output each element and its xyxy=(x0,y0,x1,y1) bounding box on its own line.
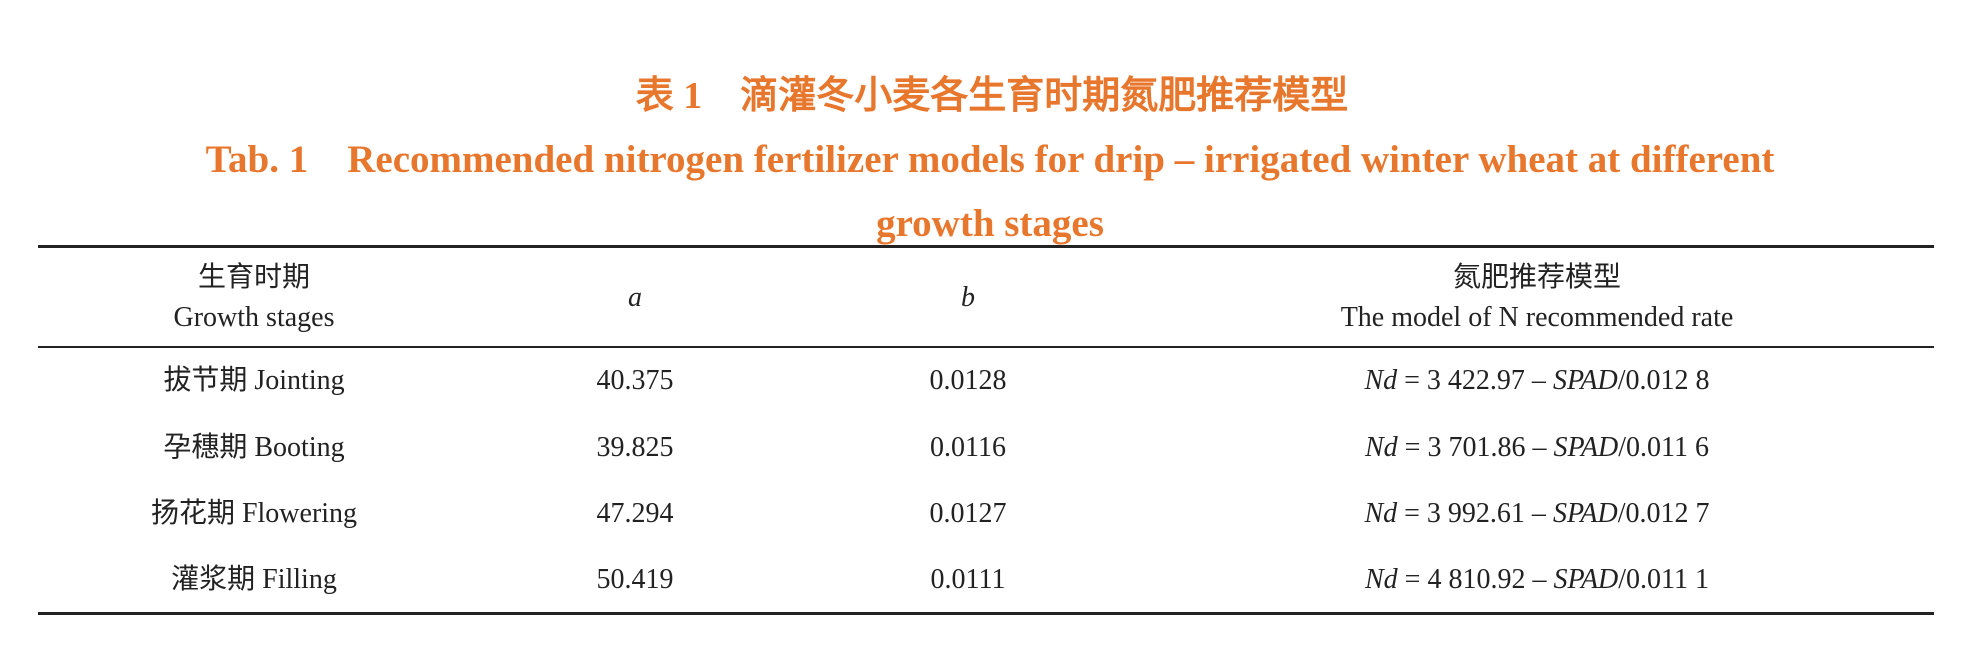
formula-part: = 4 810.92 – xyxy=(1397,564,1554,595)
formula-part: /0.011 1 xyxy=(1618,564,1710,595)
header-text: b xyxy=(961,282,975,313)
table-cell: 拔节期 Jointing xyxy=(163,365,345,396)
table-cell: 0.0116 xyxy=(930,432,1006,463)
table-cell: 50.419 xyxy=(596,564,674,595)
table-cell: 39.825 xyxy=(596,432,674,463)
table-cell: 0.0127 xyxy=(929,498,1007,529)
formula-part: SPAD xyxy=(1553,564,1619,595)
table-cell: 40.375 xyxy=(596,365,674,396)
formula-part: /0.012 7 xyxy=(1617,498,1710,529)
table-cell: 0.0111 xyxy=(930,564,1006,595)
caption-en: Tab. 1 Recommended nitrogen fertilizer m… xyxy=(205,138,1775,245)
caption-cn: 表 1 滴灌冬小麦各生育时期氮肥推荐模型 xyxy=(635,75,1349,117)
table-cell: 灌浆期 Filling xyxy=(171,564,337,595)
header-cell: 氮肥推荐模型 The model of N recommended rate xyxy=(1341,258,1734,338)
formula-part: SPAD xyxy=(1552,365,1618,396)
formula-part: = 3 701.86 – xyxy=(1397,432,1554,463)
table-cell: Nd = 3 701.86 – SPAD/0.011 6 xyxy=(1365,428,1709,468)
header-cell: 生育时期 Growth stages xyxy=(174,258,335,338)
table-cell: 孕穗期 Booting xyxy=(163,432,345,463)
formula-part: Nd xyxy=(1364,432,1398,463)
formula-part: Nd xyxy=(1364,564,1398,595)
header-text: 生育时期 xyxy=(197,262,311,293)
formula-part: = 3 992.61 – xyxy=(1397,498,1553,529)
formula-part: Nd xyxy=(1364,498,1398,529)
formula-part: SPAD xyxy=(1552,498,1618,529)
formula-part: /0.011 6 xyxy=(1618,432,1710,463)
table-cell: 扬花期 Flowering xyxy=(150,498,358,529)
header-text: 氮肥推荐模型 xyxy=(1452,262,1621,293)
formula-part: SPAD xyxy=(1553,432,1619,463)
top-rule xyxy=(38,245,1934,248)
formula-part: /0.012 8 xyxy=(1617,365,1710,396)
formula-part: = 3 422.97 – xyxy=(1397,365,1553,396)
header-rule xyxy=(38,346,1934,348)
header-cell: b xyxy=(961,278,975,318)
header-text: Growth stages xyxy=(173,302,335,333)
table-cell: Nd = 3 422.97 – SPAD/0.012 8 xyxy=(1364,361,1709,401)
header-cell: a xyxy=(628,278,642,318)
table-cell: 47.294 xyxy=(596,498,674,529)
header-text: a xyxy=(628,282,642,313)
header-text: The model of N recommended rate xyxy=(1340,302,1734,333)
formula-part: Nd xyxy=(1364,365,1398,396)
table-cell: Nd = 3 992.61 – SPAD/0.012 7 xyxy=(1364,494,1709,534)
bottom-rule xyxy=(38,612,1934,615)
table-cell: Nd = 4 810.92 – SPAD/0.011 1 xyxy=(1365,560,1709,600)
table-cell: 0.0128 xyxy=(929,365,1007,396)
